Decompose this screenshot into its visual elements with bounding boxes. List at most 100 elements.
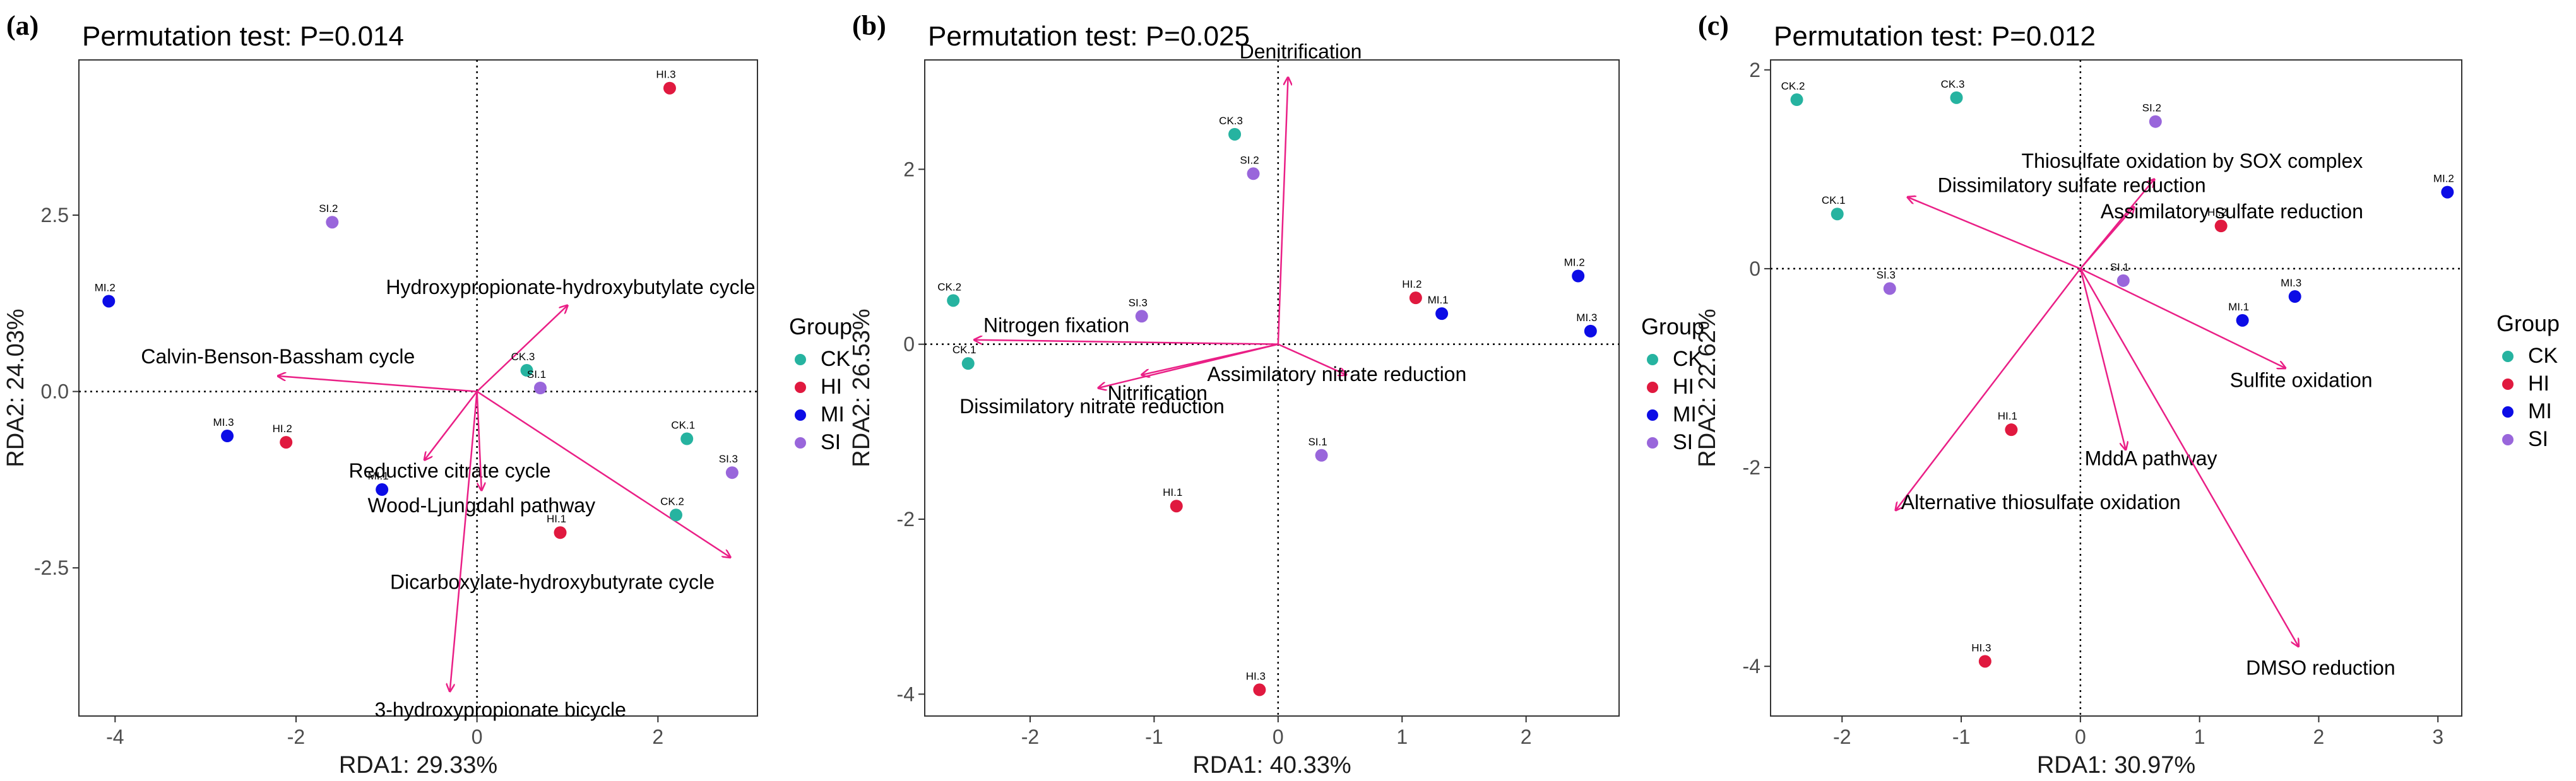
sample-label: CK.1 xyxy=(671,420,695,432)
sample-point-ck xyxy=(1831,208,1844,221)
y-tick-label: -2.5 xyxy=(34,556,69,579)
vector-arrow xyxy=(425,390,478,460)
sample-point-mi xyxy=(2441,185,2454,199)
y-tick-label: 2.5 xyxy=(41,204,69,226)
legend-title: Group xyxy=(1641,314,1704,339)
vector-arrow xyxy=(476,390,730,558)
vector-label: Reductive citrate cycle xyxy=(348,459,550,482)
sample-point-ck xyxy=(520,364,533,377)
legend-key-mi xyxy=(795,409,806,421)
sample-label: HI.2 xyxy=(273,423,292,435)
sample-point-hi xyxy=(554,526,567,539)
legend-label: HI xyxy=(821,375,842,399)
sample-label: HI.3 xyxy=(656,69,675,81)
sample-label: MI.3 xyxy=(1576,312,1597,324)
sample-label: SI.1 xyxy=(527,368,546,380)
sample-label: MI.2 xyxy=(2433,173,2454,185)
x-tick-label: -1 xyxy=(1952,725,1970,748)
x-tick-label: -2 xyxy=(1021,725,1039,748)
legend-label: CK xyxy=(821,347,851,371)
sample-point-mi xyxy=(1572,269,1585,283)
vector-label: Denitrification xyxy=(1240,40,1362,63)
sample-point-mi xyxy=(102,295,116,308)
x-tick-label: 3 xyxy=(2432,725,2443,748)
rda-panel-1: (a) Permutation test: P=0.014 -4 -2 0 2 -2.5 0.… xyxy=(3,10,852,778)
plot-title: Permutation test: P=0.012 xyxy=(1774,21,2096,52)
legend-key-ck xyxy=(795,354,806,365)
sample-point-si xyxy=(725,466,739,479)
sample-label: HI.1 xyxy=(1163,486,1182,498)
sample-point-ck xyxy=(1228,127,1242,141)
sample-label: SI.2 xyxy=(2142,102,2161,114)
legend-label: MI xyxy=(1673,402,1697,426)
legend-key-si xyxy=(1647,437,1658,449)
sample-label: CK.2 xyxy=(937,281,961,293)
vector-arrow xyxy=(1896,268,2081,510)
sample-point-ck xyxy=(947,294,960,307)
sample-label: SI.2 xyxy=(1240,154,1259,166)
panel-label: (b) xyxy=(852,10,886,41)
sample-label: CK.3 xyxy=(511,351,535,363)
legend-label: HI xyxy=(2528,372,2549,396)
sample-label: CK.3 xyxy=(1941,78,1965,90)
panel-label: (a) xyxy=(6,10,39,41)
legend-label: SI xyxy=(1673,430,1693,454)
vector-arrow xyxy=(975,340,1278,345)
legend-key-hi xyxy=(795,382,806,393)
sample-point-hi xyxy=(1978,655,1991,668)
sample-point-si xyxy=(326,216,339,229)
sample-label: MI.1 xyxy=(2228,301,2249,313)
legend-title: Group xyxy=(789,314,852,339)
x-axis-title: RDA1: 29.33% xyxy=(339,752,497,778)
vector-label: Alternative thiosulfate oxidation xyxy=(1901,491,2181,514)
sample-point-hi xyxy=(280,436,293,449)
sample-label: CK.3 xyxy=(1219,115,1243,127)
legend-label: HI xyxy=(1673,375,1694,399)
vector-label: Dissimilatory sulfate reduction xyxy=(1938,173,2206,196)
sample-label: CK.2 xyxy=(660,495,684,507)
sample-point-hi xyxy=(1253,683,1266,696)
sample-point-si xyxy=(1315,449,1328,462)
legend-label: SI xyxy=(821,430,841,454)
sample-label: MI.3 xyxy=(2281,277,2301,289)
vector-label: Calvin-Benson-Bassham cycle xyxy=(141,345,415,368)
sample-point-si xyxy=(2149,115,2162,128)
x-tick-label: -2 xyxy=(287,725,305,748)
legend-key-mi xyxy=(1647,409,1658,421)
y-tick-label: 0.0 xyxy=(41,380,69,403)
rda-panel-3: (c) Permutation test: P=0.012 -2 -1 0 1 2 3 -4 -2… xyxy=(1694,10,2560,778)
y-tick-label: -4 xyxy=(1743,655,1760,678)
legend-label: CK xyxy=(1673,347,1703,371)
vector-label: Assimilatory sulfate reduction xyxy=(2101,200,2363,223)
sample-label: MI.1 xyxy=(1428,294,1449,306)
sample-label: HI.2 xyxy=(2207,206,2227,218)
vector-label: MddA pathway xyxy=(2085,447,2217,470)
y-tick-label: -2 xyxy=(1743,456,1760,479)
vector-arrow xyxy=(1277,78,1288,344)
sample-label: CK.1 xyxy=(1822,194,1846,206)
sample-point-mi xyxy=(2288,290,2301,303)
sample-point-si xyxy=(2116,274,2130,287)
vector-arrow xyxy=(2079,207,2134,269)
plot-frame xyxy=(78,59,758,717)
rda-panel-2: (b) Permutation test: P=0.025 -2 -1 0 1 2 -4 -2 0… xyxy=(848,10,1704,778)
x-tick-label: 2 xyxy=(1521,725,1532,748)
sample-point-ck xyxy=(670,508,682,522)
legend: Group CK HI MI SI xyxy=(1641,314,1704,454)
vector-label: Hydroxypropionate-hydroxybutylate cycle xyxy=(386,276,755,298)
plot-title: Permutation test: P=0.014 xyxy=(82,21,404,52)
sample-point-hi xyxy=(1409,291,1422,305)
y-axis-title: RDA2: 26.53% xyxy=(848,308,875,467)
sample-point-mi xyxy=(2236,314,2249,327)
vector-arrow xyxy=(2080,267,2286,368)
sample-label: SI.3 xyxy=(719,453,738,465)
x-tick-label: -2 xyxy=(1833,725,1851,748)
sample-point-ck xyxy=(680,432,694,445)
vector-label: Thiosulfate oxidation by SOX complex xyxy=(2022,150,2363,172)
x-tick-label: 2 xyxy=(652,725,663,748)
sample-label: HI.1 xyxy=(547,513,566,525)
vector-label: Dissimilatory nitrate reduction xyxy=(959,395,1225,418)
sample-point-hi xyxy=(2005,423,2018,437)
plot-title: Permutation test: P=0.025 xyxy=(928,21,1250,52)
